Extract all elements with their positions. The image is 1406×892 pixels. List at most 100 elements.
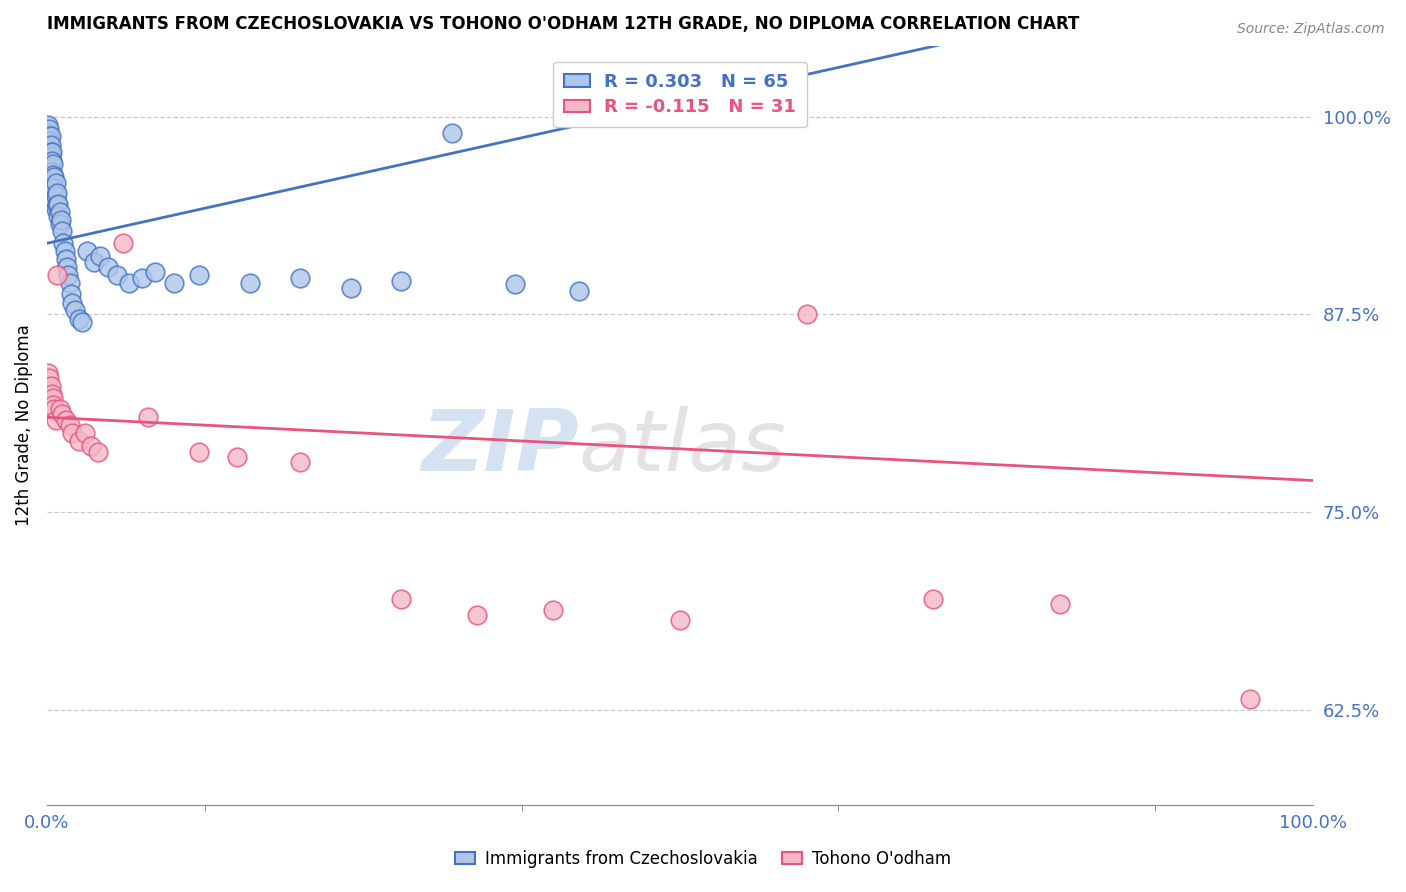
Point xyxy=(38,157,60,171)
Point xyxy=(39,145,62,159)
Point xyxy=(162,276,184,290)
Point xyxy=(45,202,67,216)
Point xyxy=(44,192,66,206)
Point xyxy=(391,274,413,288)
Point xyxy=(796,308,818,322)
Point xyxy=(441,126,464,140)
Point xyxy=(568,284,591,298)
Point xyxy=(46,198,69,212)
Point xyxy=(38,141,60,155)
Point xyxy=(45,413,67,427)
Point xyxy=(48,204,70,219)
Point xyxy=(41,165,63,179)
Text: Source: ZipAtlas.com: Source: ZipAtlas.com xyxy=(1237,22,1385,37)
Point xyxy=(391,592,413,607)
Point xyxy=(63,302,86,317)
Point xyxy=(131,271,153,285)
Point xyxy=(543,603,565,617)
Point xyxy=(44,181,66,195)
Point xyxy=(83,255,105,269)
Point xyxy=(44,169,66,184)
Point xyxy=(59,418,82,433)
Legend: Immigrants from Czechoslovakia, Tohono O'odham: Immigrants from Czechoslovakia, Tohono O… xyxy=(449,844,957,875)
Point xyxy=(37,134,59,148)
Point xyxy=(37,366,59,380)
Text: ZIP: ZIP xyxy=(422,407,579,490)
Point xyxy=(73,426,96,441)
Point xyxy=(111,236,134,251)
Point xyxy=(39,173,62,187)
Point xyxy=(45,176,67,190)
Point xyxy=(58,268,80,282)
Point xyxy=(46,268,69,282)
Point xyxy=(38,122,60,136)
Y-axis label: 12th Grade, No Diploma: 12th Grade, No Diploma xyxy=(15,325,32,526)
Point xyxy=(41,145,63,159)
Point xyxy=(143,265,166,279)
Point xyxy=(39,378,62,392)
Point xyxy=(39,157,62,171)
Point xyxy=(225,450,247,464)
Point xyxy=(67,434,90,448)
Point xyxy=(39,128,62,143)
Point xyxy=(56,260,79,274)
Text: IMMIGRANTS FROM CZECHOSLOVAKIA VS TOHONO O'ODHAM 12TH GRADE, NO DIPLOMA CORRELAT: IMMIGRANTS FROM CZECHOSLOVAKIA VS TOHONO… xyxy=(46,15,1080,33)
Point xyxy=(46,196,69,211)
Text: atlas: atlas xyxy=(579,407,787,490)
Point xyxy=(41,154,63,169)
Point xyxy=(72,315,94,329)
Point xyxy=(52,236,75,251)
Point xyxy=(39,149,62,163)
Point xyxy=(39,165,62,179)
Point xyxy=(42,179,65,194)
Point xyxy=(1239,691,1261,706)
Point xyxy=(42,157,65,171)
Point xyxy=(38,370,60,384)
Point xyxy=(37,126,59,140)
Point xyxy=(67,312,90,326)
Point xyxy=(55,413,77,427)
Point xyxy=(38,134,60,148)
Point xyxy=(118,276,141,290)
Point xyxy=(38,149,60,163)
Point xyxy=(45,189,67,203)
Point xyxy=(86,445,108,459)
Point xyxy=(39,138,62,153)
Point xyxy=(467,607,489,622)
Point xyxy=(340,280,363,294)
Point xyxy=(46,186,69,200)
Point xyxy=(105,268,128,282)
Point xyxy=(48,402,70,417)
Point xyxy=(288,454,311,468)
Point xyxy=(187,445,209,459)
Point xyxy=(49,212,72,227)
Point xyxy=(59,276,82,290)
Point xyxy=(60,426,83,441)
Point xyxy=(89,249,111,263)
Point xyxy=(53,244,76,259)
Point xyxy=(922,592,945,607)
Point xyxy=(41,176,63,190)
Point xyxy=(60,296,83,310)
Legend: R = 0.303   N = 65, R = -0.115   N = 31: R = 0.303 N = 65, R = -0.115 N = 31 xyxy=(554,62,807,128)
Point xyxy=(48,218,70,232)
Point xyxy=(76,244,98,259)
Point xyxy=(38,128,60,143)
Point xyxy=(505,277,527,292)
Point xyxy=(42,392,65,406)
Point xyxy=(80,439,103,453)
Point xyxy=(46,210,69,224)
Point xyxy=(187,268,209,282)
Point xyxy=(59,287,82,301)
Point xyxy=(1049,597,1071,611)
Point xyxy=(51,224,73,238)
Point xyxy=(288,271,311,285)
Point xyxy=(41,386,63,401)
Point xyxy=(44,402,66,417)
Point xyxy=(136,410,159,425)
Point xyxy=(37,118,59,132)
Point xyxy=(97,260,120,274)
Point xyxy=(55,252,77,267)
Point xyxy=(238,276,260,290)
Point xyxy=(42,398,65,412)
